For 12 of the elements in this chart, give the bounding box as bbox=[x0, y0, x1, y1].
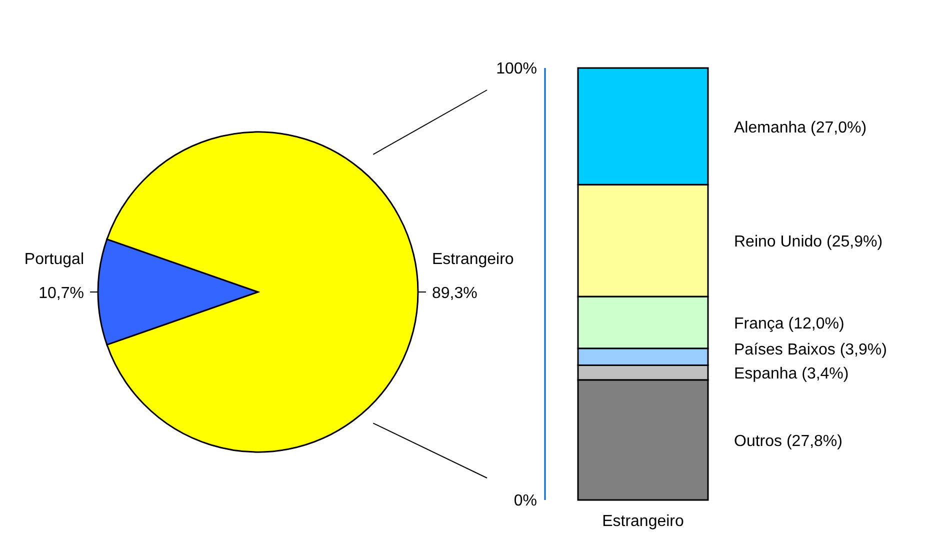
data-label: 89,3% bbox=[432, 285, 478, 302]
series-label: Reino Unido (25,9%) bbox=[734, 234, 883, 251]
series-label: Espanha (3,4%) bbox=[734, 366, 849, 383]
slice-label: Portugal bbox=[24, 251, 84, 268]
y-tick-label: 100% bbox=[496, 60, 537, 78]
slice-label: Estrangeiro bbox=[432, 251, 514, 268]
series-label: Países Baixos (3,9%) bbox=[734, 342, 887, 359]
y-tick-label: 0% bbox=[514, 492, 537, 510]
series-label: Outros (27,8%) bbox=[734, 432, 842, 450]
series-label: França (12,0%) bbox=[734, 315, 844, 332]
data-label: 10,7% bbox=[38, 285, 84, 302]
series-label: Alemanha (27,0%) bbox=[734, 119, 867, 136]
